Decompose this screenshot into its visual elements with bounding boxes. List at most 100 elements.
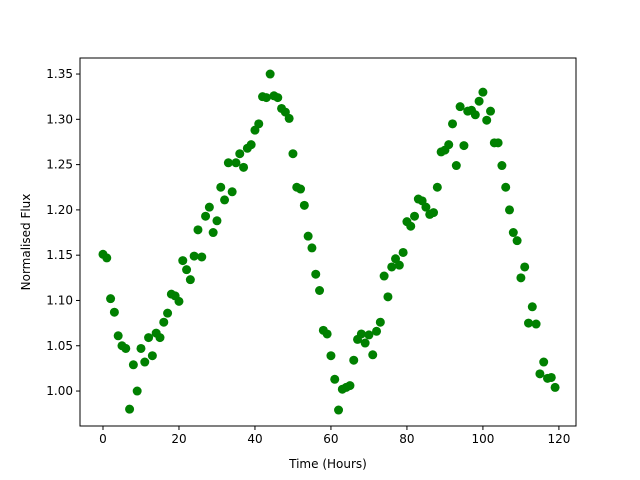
point (307, 243, 317, 253)
point (235, 149, 245, 159)
point (212, 216, 222, 226)
point (493, 138, 503, 148)
axes-frame (79, 57, 577, 427)
point (520, 262, 530, 272)
point (474, 96, 484, 106)
point (284, 113, 294, 123)
point (246, 140, 256, 150)
point (356, 329, 366, 339)
point (178, 256, 188, 266)
point (360, 338, 370, 348)
point (444, 140, 454, 150)
point (189, 251, 199, 261)
point (193, 225, 203, 235)
point (432, 182, 442, 192)
point (132, 386, 142, 396)
point (147, 351, 157, 361)
point (299, 200, 309, 210)
point (144, 333, 154, 343)
x-tick-label: 60 (323, 432, 338, 446)
point (398, 247, 408, 257)
point (345, 381, 355, 391)
y-tick-label: 1.15 (46, 248, 73, 262)
point (539, 357, 549, 367)
x-axis-label: Time (Hours) (288, 457, 367, 471)
point (322, 329, 332, 339)
point (273, 93, 283, 103)
x-tick-label: 40 (247, 432, 262, 446)
point (394, 260, 404, 270)
point (383, 292, 393, 302)
point (113, 331, 123, 341)
point (429, 208, 439, 218)
y-tick-label: 1.35 (46, 67, 73, 81)
point (527, 302, 537, 312)
point (497, 161, 507, 171)
point (379, 271, 389, 281)
point (102, 253, 112, 263)
point (326, 351, 336, 361)
point (125, 404, 135, 414)
point (315, 286, 325, 296)
point (239, 162, 249, 172)
point (421, 202, 431, 212)
point (334, 405, 344, 415)
point (106, 294, 116, 304)
point (550, 382, 560, 392)
y-tick-label: 1.30 (46, 112, 73, 126)
point (410, 211, 420, 221)
point (185, 275, 195, 285)
y-tick-label: 1.10 (46, 293, 73, 307)
point (261, 93, 271, 103)
point (208, 228, 218, 238)
point (364, 330, 374, 340)
point (368, 350, 378, 360)
y-tick-label: 1.00 (46, 384, 73, 398)
y-tick-label: 1.20 (46, 203, 73, 217)
point (512, 236, 522, 246)
point (296, 184, 306, 194)
point (303, 231, 313, 241)
point (516, 273, 526, 283)
point (508, 228, 518, 238)
point (155, 333, 165, 343)
x-tick-label: 20 (171, 432, 186, 446)
point (455, 102, 465, 112)
point (546, 372, 556, 382)
point (128, 360, 138, 370)
point (231, 158, 241, 168)
point (501, 182, 511, 192)
point (531, 319, 541, 329)
point (223, 158, 233, 168)
x-tick-label: 120 (547, 432, 570, 446)
point (140, 357, 150, 367)
point (372, 326, 382, 336)
point (227, 187, 237, 197)
point (330, 374, 340, 384)
point (288, 149, 298, 159)
point (216, 182, 226, 192)
point (174, 296, 184, 306)
point (406, 221, 416, 231)
point (486, 106, 496, 116)
point (535, 369, 545, 379)
x-tick-label: 100 (471, 432, 494, 446)
point (524, 318, 534, 328)
point (505, 205, 515, 215)
point (182, 265, 192, 275)
point (311, 269, 321, 279)
point (109, 307, 119, 317)
point (201, 211, 211, 221)
point (254, 119, 264, 129)
point (197, 252, 207, 262)
point (448, 119, 458, 129)
point (159, 317, 169, 327)
point (451, 161, 461, 171)
point (387, 262, 397, 272)
point (121, 343, 131, 353)
point (470, 110, 480, 120)
point (478, 87, 488, 97)
point (265, 69, 275, 79)
point (220, 195, 230, 205)
